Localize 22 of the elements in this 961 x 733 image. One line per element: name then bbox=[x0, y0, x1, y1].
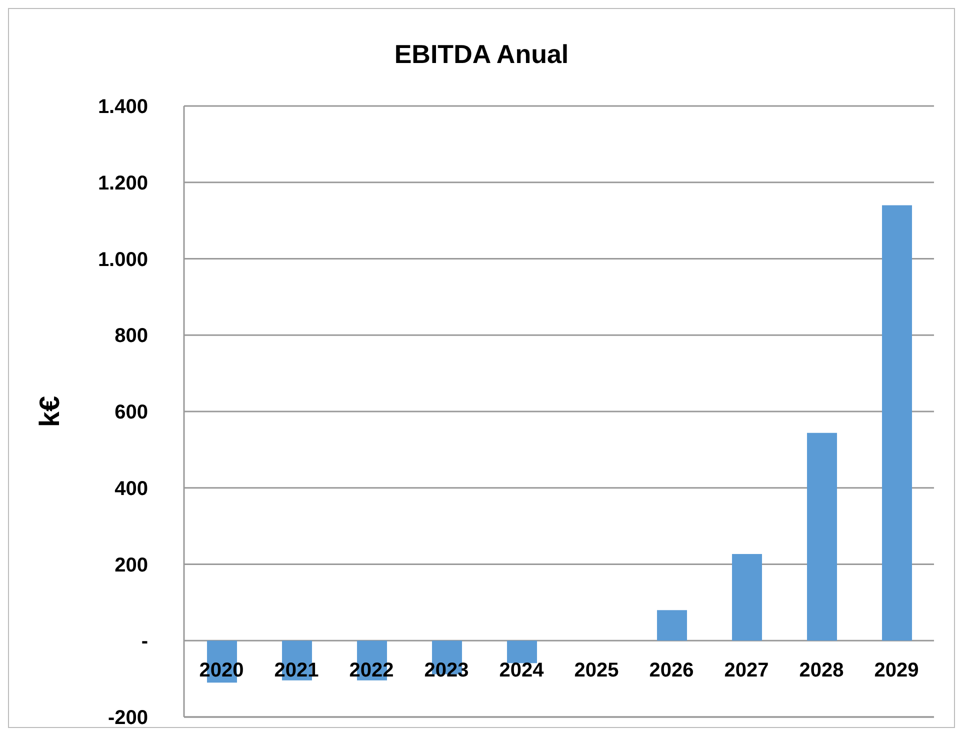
x-tick-label: 2029 bbox=[874, 660, 919, 682]
y-tick-label: - bbox=[141, 630, 148, 653]
bar bbox=[732, 554, 762, 641]
bar bbox=[807, 432, 837, 641]
y-tick-label: 1.000 bbox=[98, 248, 148, 271]
x-tick-label: 2024 bbox=[499, 660, 545, 682]
x-tick-label: 2026 bbox=[649, 660, 694, 682]
x-tick-label: 2028 bbox=[799, 660, 844, 682]
y-axis-title: k€ bbox=[34, 396, 65, 428]
y-tick-label: -200 bbox=[108, 707, 148, 730]
y-tick-label: 400 bbox=[114, 478, 148, 500]
chart-title: EBITDA Anual bbox=[393, 39, 570, 70]
y-tick-label: 200 bbox=[114, 554, 148, 576]
y-tick-label: 800 bbox=[114, 325, 148, 348]
y-tick-label: 600 bbox=[114, 402, 148, 424]
y-tick-label: 1.400 bbox=[98, 96, 148, 118]
bar bbox=[882, 205, 912, 641]
x-tick-label: 2025 bbox=[574, 660, 619, 682]
bar bbox=[507, 640, 537, 664]
y-tick-label: 1.200 bbox=[98, 172, 148, 194]
x-tick-label: 2027 bbox=[724, 660, 769, 682]
bar bbox=[657, 610, 687, 641]
